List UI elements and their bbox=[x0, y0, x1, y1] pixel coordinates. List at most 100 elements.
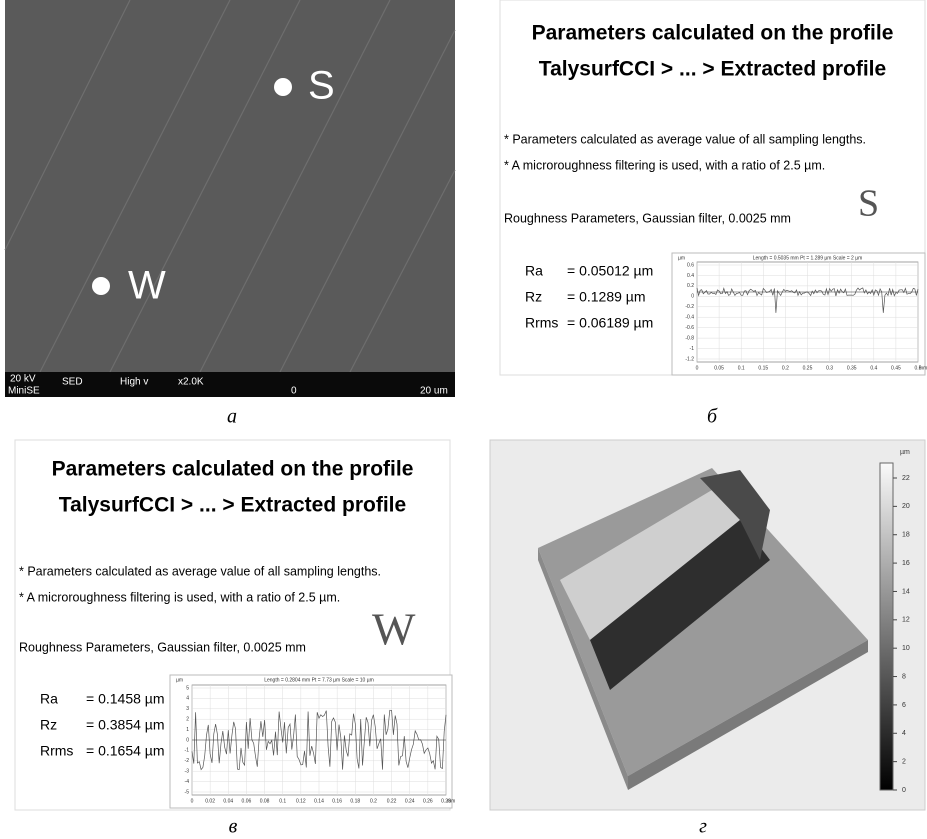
y-tick-label: 0.6 bbox=[687, 262, 694, 268]
param-value: = 0.1654 µm bbox=[86, 743, 165, 759]
sample-mark: S bbox=[858, 183, 879, 225]
x-tick-label: 0.4 bbox=[870, 365, 877, 371]
param-name: Ra bbox=[525, 263, 543, 279]
y-tick-label: -2 bbox=[185, 758, 190, 764]
param-value: = 0.05012 µm bbox=[567, 263, 653, 279]
info-text: 0 bbox=[291, 386, 297, 397]
param-name: Rrms bbox=[40, 743, 73, 759]
colorbar-label: 0 bbox=[902, 787, 906, 794]
plot-unit: µm bbox=[678, 255, 685, 261]
x-tick-label: 0.02 bbox=[205, 798, 215, 804]
colorbar-label: 8 bbox=[902, 673, 906, 680]
param-name: Ra bbox=[40, 691, 58, 707]
info-text: High v bbox=[120, 377, 148, 388]
colorbar bbox=[880, 463, 893, 790]
x-tick-label: 0.45 bbox=[891, 365, 901, 371]
x-tick-label: 0.35 bbox=[847, 365, 857, 371]
param-name: Rz bbox=[525, 289, 542, 305]
point-marker bbox=[92, 277, 110, 295]
y-tick-label: 2 bbox=[186, 717, 189, 723]
y-tick-label: 3 bbox=[186, 706, 189, 712]
y-tick-label: -3 bbox=[185, 769, 190, 775]
colorbar-label: 6 bbox=[902, 702, 906, 709]
note: * Parameters calculated as average value… bbox=[19, 564, 381, 578]
caption: б bbox=[707, 406, 718, 428]
x-tick-label: 0.05 bbox=[714, 365, 724, 371]
y-tick-label: 0 bbox=[691, 294, 694, 300]
x-tick-label: 0 bbox=[696, 365, 699, 371]
sem-panel: S W 20 kV MiniSE SED High v x2.0K 0 20 u… bbox=[5, 0, 455, 428]
colorbar-label: 12 bbox=[902, 617, 910, 624]
colorbar-label: 20 bbox=[902, 503, 910, 510]
note: * Parameters calculated as average value… bbox=[504, 132, 866, 146]
y-tick-label: 0.2 bbox=[687, 283, 694, 289]
x-tick-label: 0.25 bbox=[803, 365, 813, 371]
point-marker bbox=[274, 78, 292, 96]
info-text: x2.0K bbox=[178, 377, 204, 388]
colorbar-label: 18 bbox=[902, 532, 910, 539]
plot-frame bbox=[672, 253, 925, 375]
info-text: 20 um bbox=[420, 386, 448, 397]
plot-header: Length = 0.2804 mm Pt = 7.73 µm Scale = … bbox=[264, 677, 374, 683]
x-tick-label: 0.06 bbox=[242, 798, 252, 804]
figure: S W 20 kV MiniSE SED High v x2.0K 0 20 u… bbox=[0, 0, 927, 839]
sem-image bbox=[5, 0, 455, 372]
param-name: Rrms bbox=[525, 315, 558, 331]
x-tick-label: 0.12 bbox=[296, 798, 306, 804]
x-tick-label: 0.1 bbox=[279, 798, 286, 804]
y-tick-label: 4 bbox=[186, 696, 189, 702]
sample-mark: W bbox=[372, 604, 416, 655]
x-tick-label: 0.26 bbox=[423, 798, 433, 804]
param-name: Rz bbox=[40, 717, 57, 733]
y-tick-label: 1 bbox=[186, 727, 189, 733]
plot-header: Length = 0.5035 mm Pt = 1.289 µm Scale =… bbox=[753, 255, 863, 261]
info-text: MiniSE bbox=[8, 386, 40, 397]
surface-panel: µm г bbox=[490, 440, 925, 838]
x-tick-label: 0.1 bbox=[738, 365, 745, 371]
x-tick-label: 0 bbox=[191, 798, 194, 804]
x-tick-label: 0.15 bbox=[758, 365, 768, 371]
panel-title: Parameters calculated on the profile bbox=[52, 458, 414, 481]
profile-panel: Parameters calculated on the profile Taly… bbox=[15, 440, 455, 838]
point-label: W bbox=[128, 264, 166, 308]
colorbar-unit: µm bbox=[900, 449, 910, 456]
note: * A microroughness filtering is used, wi… bbox=[504, 158, 825, 172]
y-tick-label: -0.8 bbox=[685, 335, 694, 341]
info-text: 20 kV bbox=[10, 374, 36, 385]
x-unit: mm bbox=[919, 365, 927, 371]
filter-text: Roughness Parameters, Gaussian filter, 0… bbox=[504, 211, 791, 225]
colorbar-label: 10 bbox=[902, 645, 910, 652]
param-value: = 0.06189 µm bbox=[567, 315, 653, 331]
x-tick-label: 0.04 bbox=[223, 798, 233, 804]
info-text: SED bbox=[62, 377, 83, 388]
param-value: = 0.3854 µm bbox=[86, 717, 165, 733]
x-tick-label: 0.16 bbox=[332, 798, 342, 804]
colorbar-label: 2 bbox=[902, 758, 906, 765]
x-tick-label: 0.22 bbox=[387, 798, 397, 804]
y-tick-label: 0.4 bbox=[687, 273, 694, 279]
y-tick-label: -1 bbox=[690, 346, 695, 352]
caption: в bbox=[229, 816, 238, 838]
profile-panel: Parameters calculated on the profile Taly… bbox=[500, 0, 927, 428]
y-tick-label: -4 bbox=[185, 779, 190, 785]
panel-title: Parameters calculated on the profile bbox=[532, 22, 894, 45]
x-tick-label: 0.24 bbox=[405, 798, 415, 804]
y-tick-label: -1.2 bbox=[685, 356, 694, 362]
x-tick-label: 0.3 bbox=[826, 365, 833, 371]
caption: г bbox=[699, 816, 707, 838]
panel-title: TalysurfCCI > ... > Extracted profile bbox=[59, 494, 406, 517]
y-tick-label: -0.2 bbox=[685, 304, 694, 310]
param-value: = 0.1289 µm bbox=[567, 289, 646, 305]
panel-title: TalysurfCCI > ... > Extracted profile bbox=[539, 58, 886, 81]
x-unit: mm bbox=[447, 798, 455, 804]
y-tick-label: -0.6 bbox=[685, 325, 694, 331]
param-value: = 0.1458 µm bbox=[86, 691, 165, 707]
x-tick-label: 0.18 bbox=[350, 798, 360, 804]
y-tick-label: -0.4 bbox=[685, 315, 694, 321]
x-tick-label: 0.08 bbox=[260, 798, 270, 804]
plot-unit: µm bbox=[176, 677, 183, 683]
note: * A microroughness filtering is used, wi… bbox=[19, 590, 340, 604]
colorbar-label: 4 bbox=[902, 730, 906, 737]
colorbar-label: 22 bbox=[902, 475, 910, 482]
colorbar-label: 16 bbox=[902, 560, 910, 567]
